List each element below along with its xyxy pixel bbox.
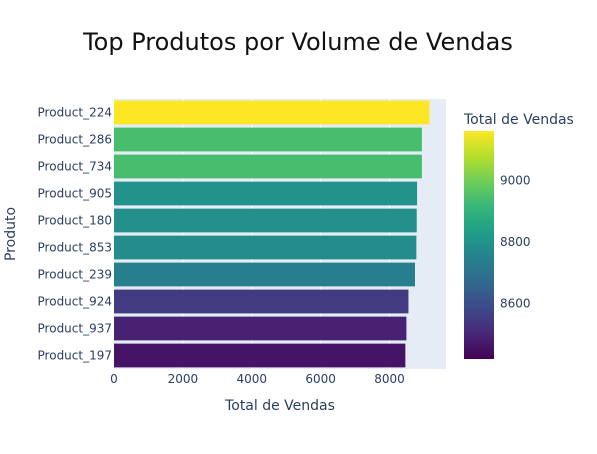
x-tick-labels: 0 2000 4000 6000 8000 [110, 372, 405, 386]
bar-product-853 [114, 235, 417, 260]
y-tick-label: Product_937 [38, 322, 112, 336]
x-tick-label: 4000 [236, 372, 267, 386]
x-tick-label: 6000 [305, 372, 336, 386]
bar-product-924 [114, 289, 409, 314]
bar-product-180 [114, 208, 417, 233]
y-tick-label: Product_197 [38, 349, 112, 363]
bar-product-734 [114, 154, 422, 179]
x-axis-title: Total de Vendas [224, 398, 335, 414]
y-tick-label: Product_224 [38, 106, 112, 120]
y-tick-label: Product_239 [38, 268, 112, 282]
x-tick-label: 2000 [168, 372, 199, 386]
colorbar-tick-label: 8600 [500, 297, 531, 311]
x-tick-label: 0 [110, 372, 118, 386]
colorbar-title: Total de Vendas [463, 112, 574, 128]
y-tick-label: Product_180 [38, 214, 112, 228]
chart-title: Top Produtos por Volume de Vendas [82, 28, 513, 56]
bar-product-197 [114, 343, 406, 368]
bar-product-224 [114, 100, 430, 125]
y-tick-label: Product_905 [38, 187, 112, 201]
bar-product-239 [114, 262, 416, 287]
x-tick-label: 8000 [374, 372, 405, 386]
bar-product-937 [114, 316, 407, 341]
y-axis-title: Produto [3, 207, 19, 261]
y-tick-label: Product_853 [38, 241, 112, 255]
y-tick-labels: Product_224 Product_286 Product_734 Product… [38, 106, 112, 363]
colorbar-tick-labels: 8600 8800 9000 [500, 173, 531, 310]
bar-product-905 [114, 181, 418, 206]
bars [114, 100, 430, 368]
y-tick-label: Product_286 [38, 133, 112, 147]
colorbar [464, 131, 494, 359]
colorbar-tick-label: 9000 [500, 173, 531, 187]
y-tick-label: Product_734 [38, 160, 112, 174]
y-tick-label: Product_924 [38, 295, 112, 309]
bar-product-286 [114, 127, 422, 152]
colorbar-tick-label: 8800 [500, 235, 531, 249]
